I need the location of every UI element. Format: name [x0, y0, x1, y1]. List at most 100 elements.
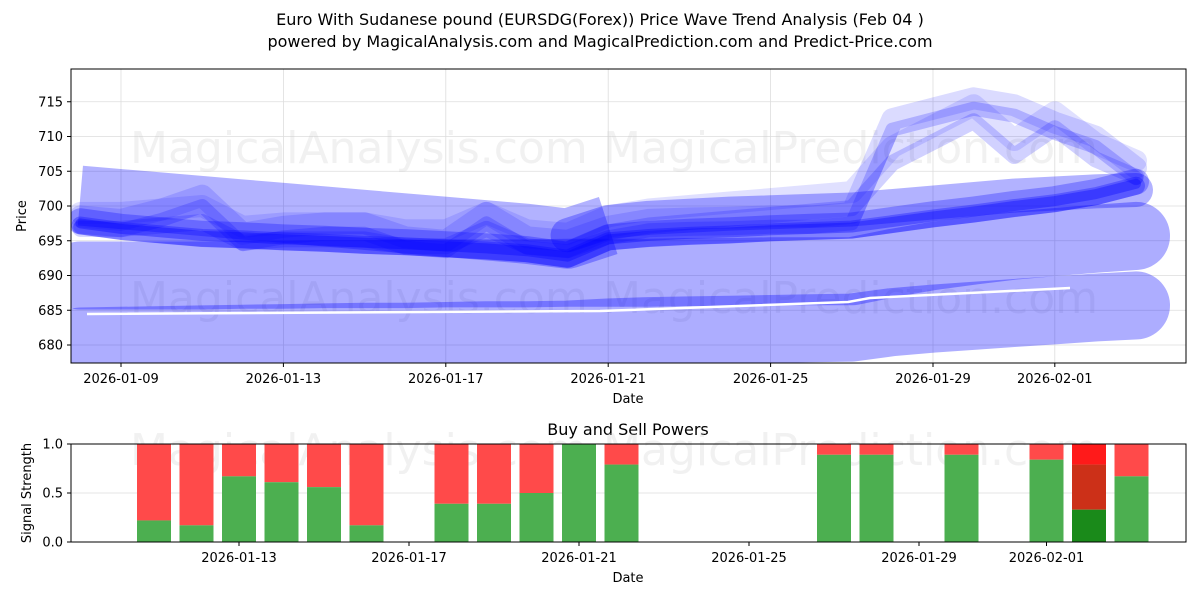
- signal-bar: [1029, 444, 1064, 542]
- price-wave-bands: [71, 87, 1170, 363]
- sell-power-segment: [1114, 444, 1149, 477]
- signal-x-tick-label: 2026-01-13: [201, 551, 277, 566]
- signal-x-tick-label: 2026-01-29: [881, 551, 957, 566]
- signal-bar: [817, 444, 851, 542]
- wave-band-wide-band-high: [550, 173, 1153, 253]
- sell-power-segment: [1072, 444, 1106, 465]
- sell-power-segment: [1072, 464, 1106, 510]
- signal-x-tick-label: 2026-01-25: [711, 551, 787, 566]
- watermark-analysis-top: MagicalAnalysis.com: [130, 123, 588, 174]
- chart-title: Euro With Sudanese pound (EURSDG(Forex))…: [276, 10, 924, 29]
- wave-band-trend-fast: [73, 101, 1143, 259]
- price-x-tick-label: 2026-01-13: [246, 372, 322, 387]
- signal-bar: [179, 444, 214, 542]
- buy-power-segment: [1114, 476, 1149, 542]
- price-grid: [71, 69, 1186, 363]
- buy-power-segment: [222, 476, 256, 542]
- sell-power-segment: [137, 444, 171, 521]
- price-y-tick-label: 690: [38, 269, 63, 284]
- signal-bar: [349, 444, 384, 542]
- buy-power-segment: [349, 525, 384, 542]
- wave-band-wide-band-mid: [71, 201, 1170, 310]
- wave-band-trend-fast: [71, 87, 1147, 252]
- price-x-tick-label: 2026-02-01: [1017, 372, 1093, 387]
- signal-bar: [1072, 444, 1106, 542]
- band-separator: [86, 286, 1071, 316]
- signal-bar: [434, 444, 469, 542]
- sell-power-segment: [604, 444, 639, 465]
- sell-power-segment: [349, 444, 384, 526]
- signal-bar: [264, 444, 299, 542]
- signal-y-tick-label: 0.5: [42, 487, 63, 502]
- signal-bar: [137, 444, 171, 542]
- price-y-tick-label: 695: [38, 234, 63, 249]
- signal-chart-title: Buy and Sell Powers: [547, 420, 709, 439]
- signal-bar: [519, 444, 554, 542]
- signal-x-tick-label: 2026-01-17: [371, 551, 447, 566]
- wave-band-trend-main: [71, 168, 1149, 268]
- buy-power-segment: [562, 444, 596, 542]
- wave-band-trend-spike: [71, 94, 1147, 245]
- buy-power-segment: [137, 520, 171, 542]
- wave-band-wide-band-high: [77, 165, 618, 269]
- price-y-axis-label: Price: [15, 200, 30, 232]
- signal-bar: [307, 444, 341, 542]
- signal-bar: [562, 444, 596, 542]
- price-y-tick-label: 710: [38, 130, 63, 145]
- signal-bar: [222, 444, 256, 542]
- signal-bar: [604, 444, 639, 542]
- price-x-axis: 2026-01-09 2026-01-13 2026-01-17 2026-01-21…: [83, 363, 1093, 387]
- price-chart: MagicalAnalysis.com MagicalPrediction.co…: [15, 68, 1187, 407]
- signal-bars: [137, 444, 1149, 542]
- watermark-prediction-mid: MagicalPrediction.com: [603, 273, 1098, 324]
- sell-power-segment: [859, 444, 894, 455]
- signal-x-tick-label: 2026-01-21: [541, 551, 617, 566]
- price-x-tick-label: 2026-01-25: [733, 372, 809, 387]
- buy-power-segment: [477, 503, 511, 542]
- sell-power-segment: [307, 444, 341, 488]
- price-y-tick-label: 705: [38, 165, 63, 180]
- buy-power-segment: [307, 487, 341, 542]
- signal-bar: [477, 444, 511, 542]
- price-x-tick-label: 2026-01-29: [895, 372, 971, 387]
- price-y-axis: 680 685 690 695 700 705 710 715: [38, 95, 71, 354]
- sell-power-segment: [519, 444, 554, 493]
- watermark-prediction-top: MagicalPrediction.com: [603, 123, 1098, 174]
- signal-bar: [944, 444, 979, 542]
- sell-power-segment: [434, 444, 469, 504]
- chart-subtitle: powered by MagicalAnalysis.com and Magic…: [267, 32, 933, 51]
- buy-power-segment: [859, 454, 894, 542]
- buy-power-segment: [817, 454, 851, 542]
- price-y-tick-label: 680: [38, 339, 63, 354]
- sell-power-segment: [222, 444, 256, 477]
- wave-band-trend-main: [75, 178, 1141, 262]
- price-x-tick-label: 2026-01-21: [570, 372, 646, 387]
- price-y-tick-label: 715: [38, 95, 63, 110]
- signal-x-axis-label: Date: [612, 571, 643, 586]
- sell-power-segment: [477, 444, 511, 504]
- signal-y-axis-label: Signal Strength: [20, 443, 35, 543]
- buy-power-segment: [1072, 509, 1106, 542]
- price-y-tick-label: 685: [38, 304, 63, 319]
- price-y-tick-label: 700: [38, 200, 63, 215]
- price-x-tick-label: 2026-01-09: [83, 372, 159, 387]
- sell-power-segment: [944, 444, 979, 455]
- sell-power-segment: [264, 444, 299, 483]
- buy-power-segment: [179, 525, 214, 542]
- price-axes-frame: [70, 68, 1187, 364]
- price-x-axis-label: Date: [612, 392, 643, 407]
- sell-power-segment: [1029, 444, 1064, 460]
- buy-power-segment: [519, 493, 554, 542]
- watermark-analysis-mid: MagicalAnalysis.com: [130, 273, 588, 324]
- wave-band-wide-band-low: [71, 271, 1170, 363]
- signal-chart: Buy and Sell Powers MagicalAnalysis.com …: [20, 420, 1187, 586]
- signal-y-tick-label: 0.0: [42, 536, 63, 551]
- signal-bar: [1114, 444, 1149, 542]
- sell-power-segment: [817, 444, 851, 455]
- buy-power-segment: [1029, 459, 1064, 542]
- signal-y-axis: 0.0 0.5 1.0: [42, 438, 71, 551]
- sell-power-segment: [179, 444, 214, 526]
- buy-power-segment: [434, 503, 469, 542]
- wave-band-trend-spike: [72, 113, 1144, 258]
